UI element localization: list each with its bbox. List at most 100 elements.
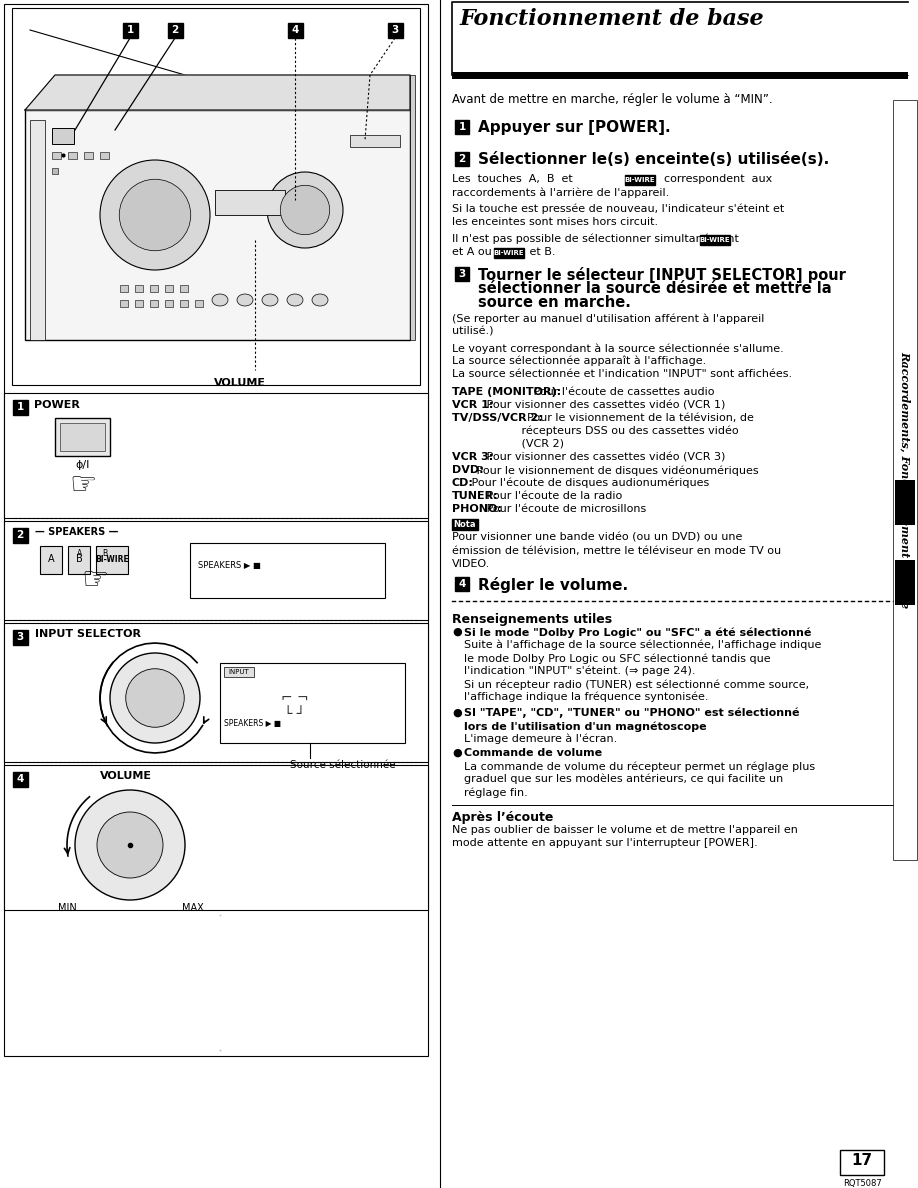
Text: ϕ/I: ϕ/I [76,460,90,470]
Bar [96,546,128,574]
Text: ●: ● [452,708,462,718]
Text: 2: 2 [172,25,179,34]
Bar [25,110,410,340]
Ellipse shape [126,669,185,727]
Bar [4,623,428,762]
Text: Commande de volume: Commande de volume [464,748,602,758]
Bar [180,301,188,307]
Text: BI-WIRE: BI-WIRE [95,555,129,563]
Text: Ne pas oublier de baisser le volume et de mettre l'appareil en: Ne pas oublier de baisser le volume et d… [452,824,798,835]
Bar [195,301,203,307]
Bar [52,168,58,173]
Text: lors de l'utilisation d'un magnétoscope: lors de l'utilisation d'un magnétoscope [464,721,707,732]
Bar [387,23,402,38]
Text: Pour visionner des cassettes vidéo (VCR 3): Pour visionner des cassettes vidéo (VCR … [483,451,725,462]
Text: Renseignements utiles: Renseignements utiles [452,613,612,626]
Text: VIDEO.: VIDEO. [452,560,490,569]
Bar [100,152,109,159]
Bar [135,301,143,307]
Ellipse shape [280,185,330,235]
Bar [190,543,385,598]
Text: INPUT: INPUT [229,669,250,675]
Bar [895,560,915,605]
Bar [410,75,415,340]
Bar [452,519,478,530]
Text: DVD:: DVD: [452,465,484,475]
Text: A: A [77,549,83,557]
Bar [215,190,285,215]
Text: PHONO:: PHONO: [452,504,502,514]
Text: CD:: CD: [452,478,474,488]
Bar [455,120,469,134]
Bar [893,100,917,860]
Text: émission de télévision, mettre le téléviseur en mode TV ou: émission de télévision, mettre le télévi… [452,546,781,556]
Text: SPEAKERS ▶ ■: SPEAKERS ▶ ■ [198,561,261,570]
Text: les enceintes sont mises hors circuit.: les enceintes sont mises hors circuit. [452,217,658,227]
Text: POWER: POWER [34,400,80,410]
Bar [287,23,303,38]
Text: ⌐ ¬
└ ┘: ⌐ ¬ └ ┘ [281,691,308,721]
Text: VCR 1:: VCR 1: [452,400,493,410]
Ellipse shape [119,179,191,251]
Text: 1: 1 [17,402,24,412]
Text: Pour l'écoute de la radio: Pour l'écoute de la radio [483,491,622,501]
Bar [220,663,405,742]
Text: raccordements à l'arrière de l'appareil.: raccordements à l'arrière de l'appareil. [452,187,669,197]
Text: Si la touche est pressée de nouveau, l'indicateur s'éteint et: Si la touche est pressée de nouveau, l'i… [452,204,784,215]
Ellipse shape [267,172,343,248]
Bar [455,152,469,166]
Text: B: B [75,554,83,564]
Bar [895,480,915,525]
Text: TUNER:: TUNER: [452,491,498,501]
Bar [40,546,62,574]
Bar [120,301,128,307]
Text: TV/DSS/VCR 2:: TV/DSS/VCR 2: [452,413,543,423]
Text: Pour l'écoute de microsillons: Pour l'écoute de microsillons [483,504,646,514]
Text: sélectionner la source désirée et mettre la: sélectionner la source désirée et mettre… [478,282,832,296]
Bar [120,285,128,292]
Bar [455,267,469,282]
Bar [494,248,524,258]
Text: Les  touches  A,  B  et: Les touches A, B et [452,173,580,184]
Bar [167,23,183,38]
Text: A: A [48,554,54,564]
Polygon shape [25,75,410,110]
Text: Source sélectionnée: Source sélectionnée [290,760,396,770]
Text: SI "TAPE", "CD", "TUNER" ou "PHONO" est sélectionné: SI "TAPE", "CD", "TUNER" ou "PHONO" est … [464,708,800,719]
Text: MAX: MAX [182,903,204,914]
Text: 4: 4 [17,775,24,784]
Bar [68,546,90,574]
Text: Régler le volume.: Régler le volume. [478,577,628,593]
Bar [52,128,74,144]
Text: 4: 4 [291,25,298,34]
Bar [150,285,158,292]
Text: source en marche.: source en marche. [478,295,631,310]
Bar [13,630,28,645]
Text: Sélectionner le(s) enceinte(s) utilisée(s).: Sélectionner le(s) enceinte(s) utilisée(… [478,152,829,168]
Text: BI-WIRE: BI-WIRE [624,177,655,183]
Bar [4,522,428,620]
Bar [150,301,158,307]
Bar [12,8,420,385]
Text: MIN: MIN [58,903,76,914]
Bar [13,527,28,543]
Bar [840,1150,884,1175]
Text: Fonctionnement de base: Fonctionnement de base [460,8,765,30]
Bar [135,285,143,292]
Text: ☞: ☞ [70,470,96,500]
Bar [180,285,188,292]
Text: Si le mode "Dolby Pro Logic" ou "SFC" a été sélectionné: Si le mode "Dolby Pro Logic" ou "SFC" a … [464,627,812,638]
Ellipse shape [287,293,303,307]
Text: 3: 3 [17,632,24,642]
Text: Le voyant correspondant à la source sélectionnée s'allume.: Le voyant correspondant à la source séle… [452,343,784,354]
Text: Pour l'écoute de disques audionumériques: Pour l'écoute de disques audionumériques [467,478,709,488]
Text: VOLUME: VOLUME [100,771,152,781]
Text: et A ou: et A ou [452,247,495,257]
Text: correspondent  aux: correspondent aux [657,173,772,184]
Text: mode attente en appuyant sur l'interrupteur [POWER].: mode attente en appuyant sur l'interrupt… [452,838,757,848]
Text: Pour visionner une bande vidéo (ou un DVD) ou une: Pour visionner une bande vidéo (ou un DV… [452,533,743,543]
Ellipse shape [312,293,328,307]
Text: — SPEAKERS —: — SPEAKERS — [35,527,118,537]
Text: graduel que sur les modèles antérieurs, ce qui facilite un: graduel que sur les modèles antérieurs, … [464,775,783,784]
Bar [452,72,908,78]
